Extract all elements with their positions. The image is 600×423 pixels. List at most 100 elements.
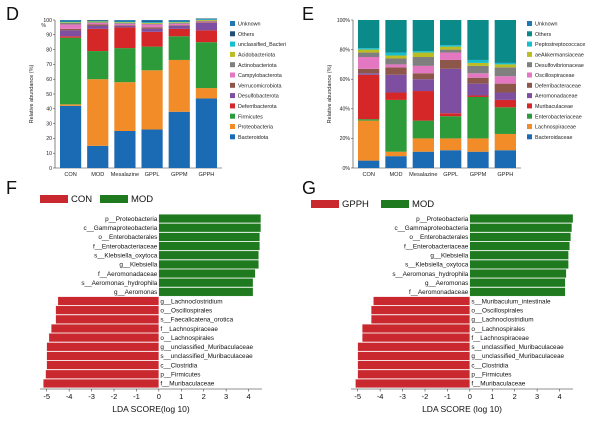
x-tick-label: -4 <box>66 392 73 401</box>
x-tick-label: -1 <box>133 392 140 401</box>
legend-swatch <box>527 124 532 129</box>
x-axis-title: LDA SCORE (log 10) <box>422 404 502 414</box>
bar-segment <box>87 79 109 146</box>
bar-segment <box>440 59 462 69</box>
stacked-bar-chart-phylum: 0 10 20 30 40 50 60 70 80 90 100% Relative abundanc… <box>29 18 286 178</box>
bar-segment <box>168 25 190 26</box>
bar-segment-remainder <box>168 20 190 21</box>
bar-segment <box>358 68 380 74</box>
legend-swatch <box>230 51 235 57</box>
bar-segment <box>141 27 163 29</box>
bar-segment <box>440 20 462 46</box>
legend-label: Deferribacterota <box>238 104 277 110</box>
legend-swatch <box>230 134 235 140</box>
bar-segment <box>412 73 434 80</box>
bar-label: s__Klebsiella_oxytoca <box>94 253 158 260</box>
x-tick-label: 1 <box>490 392 494 401</box>
x-tick-label: -3 <box>88 392 95 401</box>
legend-swatch <box>527 113 532 119</box>
bar-segment <box>494 76 516 84</box>
lda-bar <box>158 214 262 224</box>
lda-bar <box>469 232 571 242</box>
x-category-label: GPPM <box>171 172 188 178</box>
bar-label: g__Klebsiella <box>119 262 157 269</box>
bar-segment <box>195 20 218 21</box>
bar-label: s__Muribaculum_intestinale <box>471 298 551 305</box>
bar-label: g__Lachnoclostridium <box>160 298 222 305</box>
bar-segment <box>114 20 136 22</box>
bar-segment <box>59 105 82 168</box>
bar-segment <box>141 22 163 23</box>
bar-segment-remainder <box>141 20 163 22</box>
bar-segment <box>141 31 163 47</box>
x-tick-label: -5 <box>354 392 361 401</box>
y-axis-title: Relative abundance (%) <box>327 64 333 123</box>
lda-bar <box>357 342 470 352</box>
legend-swatch <box>230 31 235 37</box>
legend-swatch <box>230 62 235 68</box>
bar-segment <box>467 83 489 96</box>
bar-segment <box>59 36 82 38</box>
bar-segment <box>168 21 190 23</box>
bar-segment <box>168 25 190 29</box>
x-category-label: GPPH <box>497 172 513 178</box>
bar-segment <box>114 82 136 131</box>
bar-segment <box>412 57 434 66</box>
bar-segment <box>494 20 516 63</box>
legend-label: CON <box>71 194 92 205</box>
x-category-label: GPPH <box>198 172 214 178</box>
x-tick-label: 2 <box>202 392 206 401</box>
bar-segment <box>358 52 380 57</box>
y-unit-label: % <box>41 23 46 29</box>
x-category-label: MOD <box>91 172 104 178</box>
bar-label: c__Gammaproteobacteria <box>394 225 468 232</box>
bar-label: p__Proteobacteria <box>416 216 469 223</box>
bar-segment <box>59 37 82 105</box>
bar-segment <box>358 49 380 53</box>
bar-label: o__Oscillospirales <box>160 307 212 314</box>
legend-label: Unknown <box>238 22 260 28</box>
bar-segment <box>467 77 489 84</box>
x-tick-label: 1 <box>179 392 183 401</box>
lda-bar <box>357 360 470 370</box>
legend-swatch <box>527 93 532 99</box>
x-tick-label: 0 <box>468 392 472 401</box>
lda-bar <box>45 369 159 379</box>
bar-label: g__Aeromonas <box>425 280 468 287</box>
bar-segment <box>494 99 516 108</box>
bar-segment <box>494 64 516 68</box>
bar-segment <box>87 25 109 29</box>
bar-label: f__Muribaculaceae <box>160 381 214 388</box>
bar-segment <box>385 151 407 157</box>
lda-bar <box>48 333 159 343</box>
x-tick-label: 0 <box>157 392 161 401</box>
bar-segment <box>358 57 380 69</box>
x-tick-label: 4 <box>557 392 561 401</box>
y-tick-label: 60 <box>46 77 52 83</box>
bar-segment <box>168 111 190 168</box>
bar-segment <box>195 22 218 31</box>
legend-label: Muribaculaceae <box>535 104 573 110</box>
bar-segment <box>494 83 516 93</box>
bar-segment <box>494 67 516 77</box>
lda-bar <box>362 333 470 343</box>
legend-swatch <box>527 62 532 68</box>
x-tick-label: -4 <box>377 392 384 401</box>
legend-swatch <box>100 195 128 203</box>
bar-segment <box>412 138 434 152</box>
panel-letter-g: G <box>302 178 316 198</box>
bar-segment <box>87 24 109 26</box>
bar-segment <box>141 24 163 28</box>
bar-segment <box>87 22 109 23</box>
bar-label: s__Faecalicatena_orotica <box>160 317 233 324</box>
y-tick-label: 60% <box>340 77 351 83</box>
legend-label: MOD <box>412 199 434 210</box>
legend-swatch <box>40 195 68 203</box>
bar-segment <box>59 30 82 37</box>
legend-label: Actinobacteriota <box>238 63 277 69</box>
legend-label: Peptostreptococcace <box>535 42 585 48</box>
lda-bar <box>469 223 573 233</box>
y-tick-label: 0 <box>49 166 52 172</box>
bar-label: f__Lachnospiraceae <box>471 335 529 342</box>
stacked-bar-chart-family: 0% 20% 40% 60% 80% 100% Relative abundance (%)… <box>327 18 585 178</box>
